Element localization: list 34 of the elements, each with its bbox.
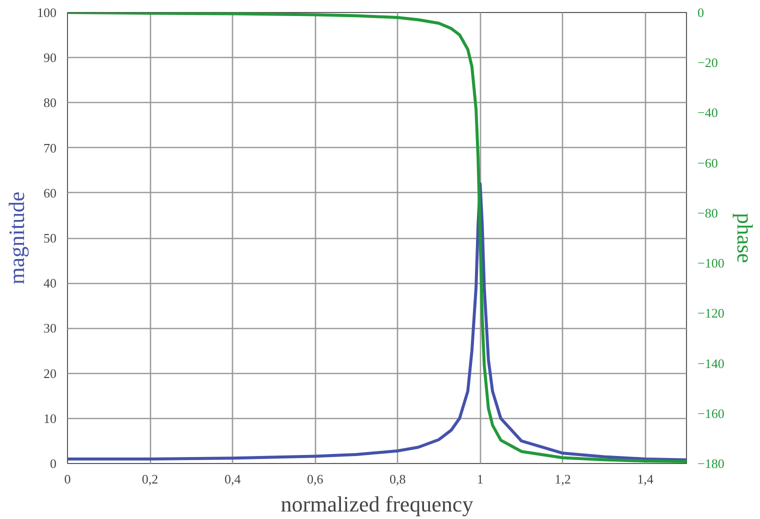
y2-tick-label: −100 [698,256,724,271]
y2-tick-label: −80 [698,205,718,220]
x-tick-label: 1 [476,472,484,486]
y2-tick-label: −140 [698,356,724,371]
y2-tick-label: 0 [698,5,704,20]
y-tick-label: 100 [37,5,56,20]
y-tick-label: 80 [44,95,56,110]
x-tick-label: 0,2 [142,472,158,486]
y2-tick-label: −20 [698,55,718,70]
y2-axis-title: phase [732,212,758,264]
y-tick-label: 0 [50,456,56,471]
y-tick-label: 20 [44,366,56,381]
x-tick-label: 0,4 [224,472,242,486]
x-axis-title: normalized frequency [280,492,474,516]
y-tick-label: 60 [44,185,56,200]
x-tick-label: 0,6 [306,472,324,486]
y-tick-label: 30 [44,320,56,336]
y2-tick-label: −160 [698,406,724,421]
y-tick-label: 50 [44,230,56,246]
y-tick-label: 40 [44,276,56,291]
y-tick-label: 10 [44,410,56,426]
x-tick-label: 1,4 [637,472,654,486]
y-tick-label: 70 [44,140,56,156]
x-tick-label: 1,2 [554,472,571,486]
line-series [68,12,686,463]
line-series [68,182,686,462]
x-tick-label: 0,8 [390,472,406,486]
y2-tick-label: −40 [698,105,718,120]
y2-tick-label: −120 [698,306,724,321]
y-axis-title: magnitude [4,192,29,284]
y2-tick-label: −180 [698,456,724,471]
y-tick-label: 90 [44,50,56,66]
x-tick-label: 0 [64,472,71,486]
y2-tick-label: −60 [698,155,718,170]
